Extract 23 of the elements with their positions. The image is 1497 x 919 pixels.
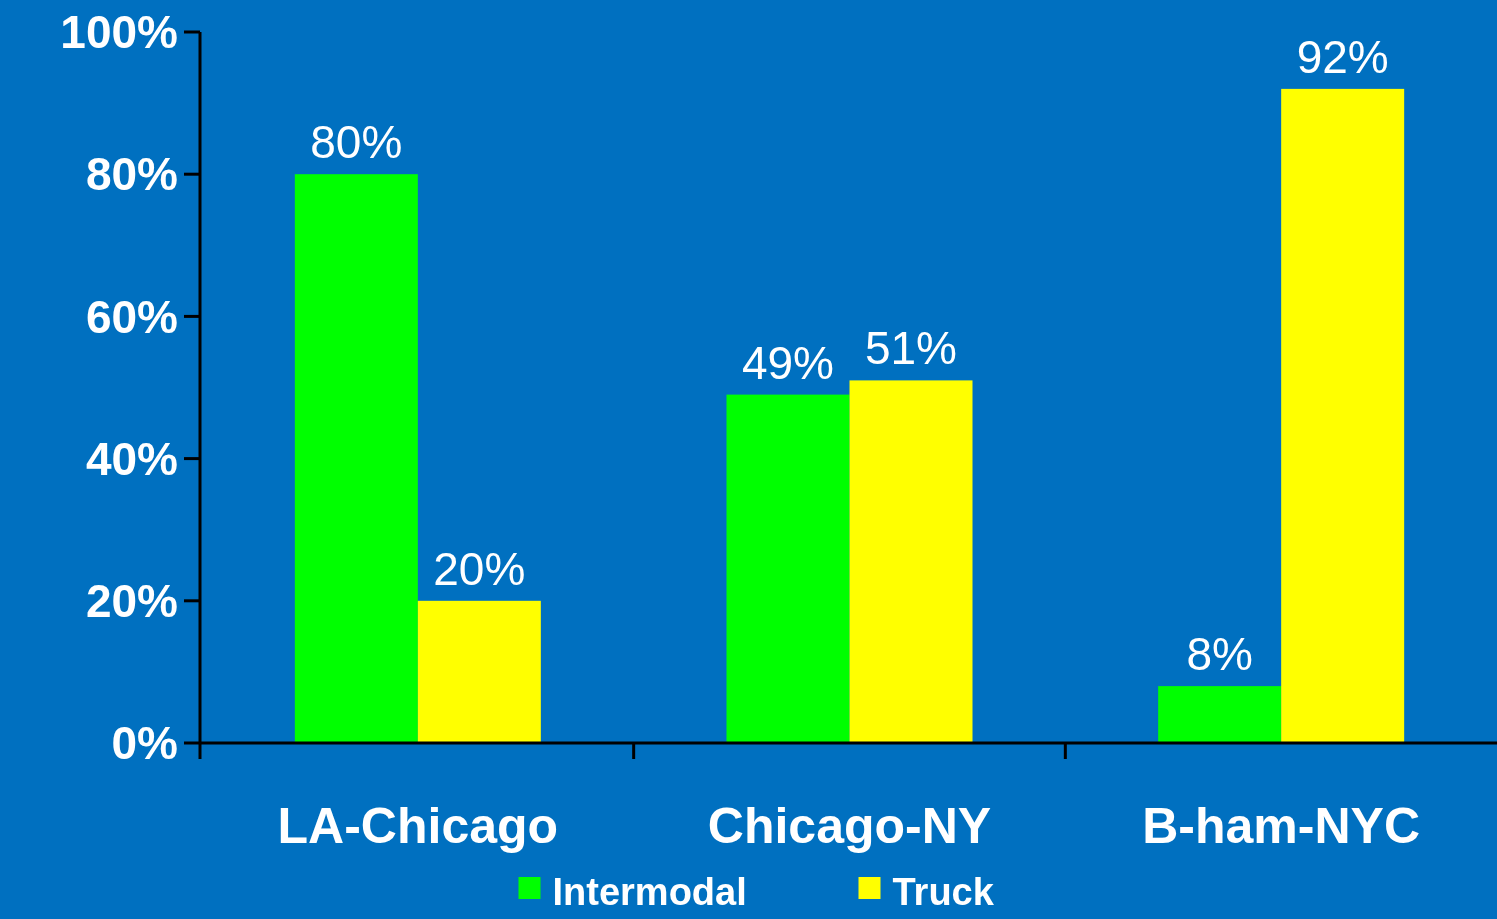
legend-label: Intermodal <box>552 871 747 913</box>
y-tick-label: 0% <box>111 717 178 770</box>
data-label: 8% <box>1186 628 1253 681</box>
bar <box>294 174 418 743</box>
y-tick-label: 80% <box>85 148 178 201</box>
data-label: 51% <box>864 322 958 375</box>
bar <box>417 600 541 743</box>
x-tick-label: LA-Chicago <box>277 798 559 854</box>
bar <box>849 380 973 743</box>
bar <box>1158 686 1282 743</box>
y-tick-label: 40% <box>85 432 178 485</box>
y-tick-label: 60% <box>85 290 178 343</box>
y-tick-label: 20% <box>85 574 178 627</box>
bar <box>726 394 850 743</box>
x-tick-label: Chicago-NY <box>707 798 992 854</box>
data-label: 49% <box>741 336 835 389</box>
data-label: 20% <box>433 542 526 595</box>
data-label: 92% <box>1296 30 1389 83</box>
y-tick-label: 100% <box>60 6 178 59</box>
bar <box>1281 88 1405 743</box>
legend-label: Truck <box>892 871 995 913</box>
data-label: 80% <box>310 116 403 169</box>
x-tick-label: B-ham-NYC <box>1142 798 1421 854</box>
